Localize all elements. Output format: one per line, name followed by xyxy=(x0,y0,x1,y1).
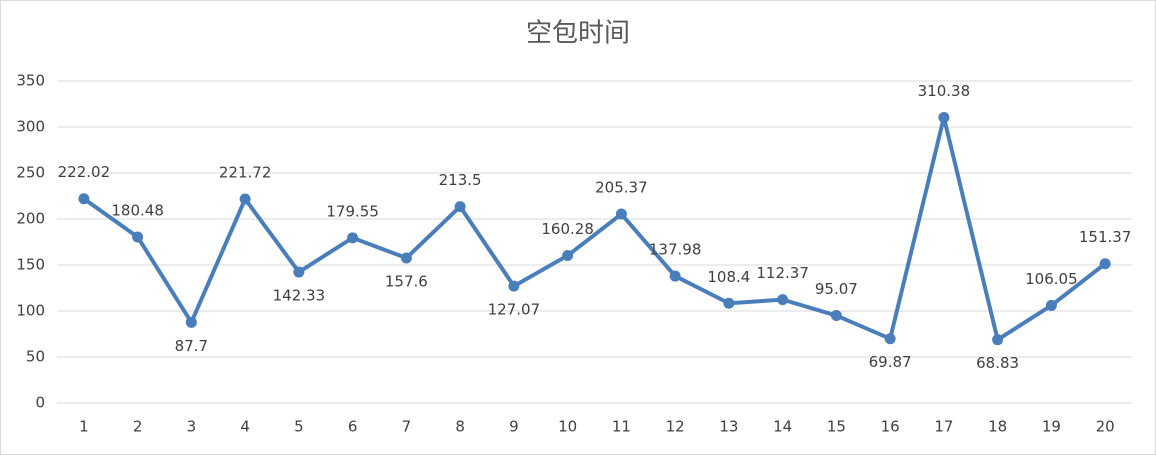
marker xyxy=(78,193,90,205)
x-tick-label: 18 xyxy=(988,418,1007,436)
marker xyxy=(669,270,681,282)
data-label: 221.72 xyxy=(219,164,272,182)
x-tick-label: 2 xyxy=(133,418,143,436)
data-label: 127.07 xyxy=(488,301,541,319)
marker xyxy=(185,316,197,328)
marker xyxy=(992,334,1004,346)
x-tick-label: 16 xyxy=(881,418,900,436)
y-tick-label: 350 xyxy=(16,72,45,90)
data-label: 222.02 xyxy=(58,163,111,181)
marker xyxy=(884,333,896,345)
y-tick-label: 250 xyxy=(16,164,45,182)
x-tick-label: 1 xyxy=(79,418,89,436)
line xyxy=(82,115,1107,342)
marker xyxy=(723,297,735,309)
marker xyxy=(938,111,950,123)
x-tick-label: 9 xyxy=(509,418,519,436)
x-tick-label: 15 xyxy=(827,418,846,436)
x-tick-label: 12 xyxy=(666,418,685,436)
data-label: 142.33 xyxy=(273,287,326,305)
y-tick-label: 300 xyxy=(16,118,45,136)
marker xyxy=(132,231,144,243)
x-tick-label: 10 xyxy=(558,418,577,436)
x-tick-label: 8 xyxy=(455,418,465,436)
y-tick-label: 50 xyxy=(26,348,45,366)
data-label: 180.48 xyxy=(111,201,164,219)
x-tick-label: 11 xyxy=(612,418,631,436)
x-tick-label: 7 xyxy=(402,418,412,436)
x-tick-label: 13 xyxy=(719,418,738,436)
marker xyxy=(454,201,466,213)
data-label: 205.37 xyxy=(595,179,648,197)
marker xyxy=(293,266,305,278)
x-tick-label: 20 xyxy=(1096,418,1115,436)
x-tick-label: 6 xyxy=(348,418,358,436)
data-label: 87.7 xyxy=(175,337,208,355)
marker xyxy=(615,208,627,220)
data-label: 151.37 xyxy=(1079,228,1132,246)
y-tick-label: 0 xyxy=(35,394,45,412)
data-label: 112.37 xyxy=(756,264,809,282)
y-tick-label: 100 xyxy=(16,302,45,320)
x-tick-label: 3 xyxy=(187,418,197,436)
marker xyxy=(239,193,251,205)
x-tick-label: 17 xyxy=(934,418,953,436)
x-tick-label: 14 xyxy=(773,418,792,436)
data-label: 160.28 xyxy=(541,220,594,238)
marker xyxy=(830,310,842,322)
marker xyxy=(508,280,520,292)
data-label: 310.38 xyxy=(918,82,971,100)
marker xyxy=(1045,299,1057,311)
marker xyxy=(400,252,412,264)
y-tick-label: 150 xyxy=(16,256,45,274)
marker xyxy=(777,294,789,306)
y-tick-label: 200 xyxy=(16,210,45,228)
data-label: 106.05 xyxy=(1025,270,1078,288)
x-tick-label: 5 xyxy=(294,418,304,436)
marker xyxy=(562,250,574,262)
data-label: 108.4 xyxy=(707,268,750,286)
chart-title: 空包时间 xyxy=(526,19,630,49)
data-label: 68.83 xyxy=(976,354,1019,372)
data-label: 213.5 xyxy=(439,171,482,189)
data-label: 69.87 xyxy=(869,353,912,371)
data-label: 179.55 xyxy=(326,202,379,220)
x-tick-label: 19 xyxy=(1042,418,1061,436)
data-label: 137.98 xyxy=(649,241,702,259)
data-label: 95.07 xyxy=(815,280,858,298)
marker xyxy=(1099,258,1111,270)
x-tick-label: 4 xyxy=(240,418,250,436)
data-label: 157.6 xyxy=(385,273,428,291)
marker xyxy=(347,232,359,244)
